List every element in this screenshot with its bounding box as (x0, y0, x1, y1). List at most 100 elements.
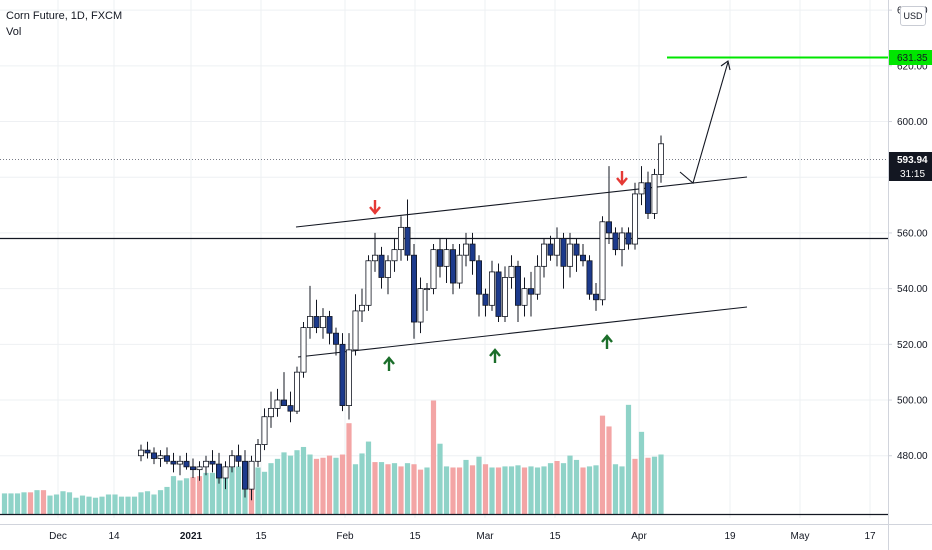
candle-body (521, 288, 528, 306)
candle-body (612, 232, 619, 251)
candle-body (274, 399, 281, 409)
currency-button[interactable]: USD (900, 6, 926, 26)
candle-body (547, 243, 554, 256)
volume-bar (450, 467, 456, 515)
last-price-tag-bg (889, 152, 932, 181)
volume-bar (177, 480, 183, 515)
volume-bar (333, 457, 339, 515)
x-tick-label: Feb (336, 531, 354, 542)
candle-body (593, 293, 600, 301)
sell-signal-arrow (616, 171, 628, 186)
volume-bar (398, 466, 404, 515)
volume-bar (482, 464, 489, 515)
volume-bar (359, 453, 365, 515)
volume-bar (118, 496, 125, 515)
volume-bar (411, 464, 417, 515)
volume-label[interactable]: Vol (6, 26, 22, 38)
candle-body (222, 466, 229, 479)
volume-bar (560, 463, 567, 515)
candle-body (501, 277, 508, 317)
volume-bar (521, 467, 528, 515)
volume-bar (391, 463, 398, 515)
volume-bar (131, 496, 138, 515)
candle-body (534, 265, 541, 295)
volume-bar (151, 494, 157, 515)
volume-bar (580, 467, 586, 515)
arrow-head (616, 177, 628, 186)
candle-body (235, 455, 242, 462)
y-tick-label: 520.00 (897, 340, 928, 351)
x-tick-label: May (791, 531, 810, 542)
arrow-head (369, 206, 381, 215)
y-tick-label: 500.00 (897, 396, 928, 407)
candle-body (462, 243, 469, 256)
volume-bar (424, 467, 430, 515)
candle-body (306, 316, 313, 329)
candle-body (475, 260, 482, 295)
candle-body (436, 249, 443, 267)
candle-body (358, 304, 365, 312)
volume-bar (255, 467, 261, 515)
price-axis-bg (888, 0, 932, 550)
candle-body (606, 221, 613, 234)
volume-bar (209, 472, 216, 515)
volume-bar (489, 467, 495, 515)
candle-body (176, 460, 183, 465)
candle-body (326, 316, 333, 334)
volume-bar (638, 431, 645, 515)
volume-bar (112, 494, 118, 515)
channel-upper-line (295, 176, 748, 228)
candle-body (456, 254, 463, 284)
volume-bar (372, 462, 378, 515)
candle-body (638, 182, 645, 195)
candle-body (339, 343, 346, 406)
x-tick-label: Dec (49, 531, 67, 542)
volume-bar (73, 497, 79, 515)
candle-body (658, 143, 665, 175)
volume-bar (229, 467, 235, 515)
candle-body (313, 316, 320, 329)
y-tick-label: 480.00 (897, 451, 928, 462)
candle-body (488, 271, 495, 306)
trend-lines (0, 56, 888, 516)
volume-bar (599, 415, 606, 515)
volume-bar (157, 490, 164, 515)
x-tick-label: 2021 (180, 531, 203, 542)
y-tick-label: 600.00 (897, 117, 928, 128)
candle-body (573, 243, 580, 256)
candle-body (619, 232, 626, 251)
volume-bar (53, 494, 60, 515)
volume-bar (534, 467, 541, 515)
volume-bar (658, 454, 664, 515)
candlesticks (137, 135, 665, 501)
volume-bar (385, 464, 391, 515)
candle-body (651, 174, 658, 214)
symbol-title[interactable]: Corn Future, 1D, FXCM (6, 10, 123, 22)
volume-bar (203, 472, 209, 515)
candle-body (625, 232, 632, 245)
volume-bar (125, 496, 131, 515)
volume-bar (99, 496, 105, 515)
candle-body (352, 310, 359, 351)
candle-body (443, 249, 450, 267)
volume-bar (586, 466, 593, 515)
volume-bar (502, 466, 508, 515)
candle-body (293, 371, 300, 412)
candle-body (365, 260, 372, 306)
candle-body (319, 316, 326, 329)
volume-bar (339, 454, 346, 515)
candle-body (267, 407, 274, 418)
volume-bar (619, 466, 625, 515)
volume-bar (216, 469, 222, 515)
volume-bar (170, 476, 177, 515)
candle-body (541, 243, 548, 267)
candle-body (261, 416, 268, 445)
candle-body (391, 249, 398, 262)
volume-bar (573, 459, 580, 515)
sell-signal-arrow (369, 200, 381, 215)
channel-lower-line (297, 306, 748, 358)
candle-body (228, 455, 235, 468)
volume-bars (1, 400, 664, 515)
